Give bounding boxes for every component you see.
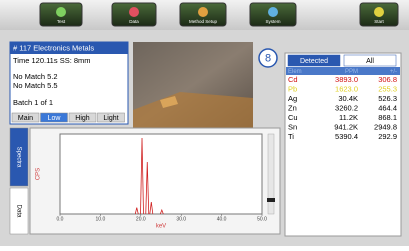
result-cell: 11.2K xyxy=(339,113,358,122)
button-icon xyxy=(56,7,66,17)
button-icon xyxy=(198,7,208,17)
info-tab-label: Light xyxy=(103,115,118,122)
info-line: No Match 5.2 xyxy=(13,72,58,81)
result-cell: 255.3 xyxy=(378,84,397,93)
button-label: System xyxy=(265,19,280,24)
x-tick-label: 30.0 xyxy=(176,216,186,222)
result-cell: 2949.8 xyxy=(374,122,397,131)
x-tick-label: 50.0 xyxy=(257,216,267,222)
y-axis-label: CPS xyxy=(36,168,42,180)
x-axis-label: keV xyxy=(156,224,166,230)
result-cell: Zn xyxy=(288,103,297,112)
button-label: Start xyxy=(374,19,384,24)
button-label: Data xyxy=(129,19,139,24)
badge-text: 8 xyxy=(265,52,271,64)
x-tick-label: 40.0 xyxy=(217,216,227,222)
scroll-thumb xyxy=(267,198,275,202)
result-cell: Pb xyxy=(288,84,297,93)
result-cell: Cu xyxy=(288,113,298,122)
x-tick-label: 20.0 xyxy=(136,216,146,222)
results-tab-label: All xyxy=(366,58,374,65)
result-cell: 941.2K xyxy=(334,122,358,131)
result-cell: 5390.4 xyxy=(335,132,358,141)
info-tab-label: High xyxy=(75,115,90,122)
results-tab-label: Detected xyxy=(300,58,328,65)
info-line: Time 120.11s SS: 8mm xyxy=(13,56,91,65)
result-cell: 1623.0 xyxy=(335,84,358,93)
info-title: # 117 Electronics Metals xyxy=(13,43,94,52)
side-tab-label: Data xyxy=(15,205,21,218)
info-line: No Match 5.5 xyxy=(13,81,58,90)
info-tab-label: Low xyxy=(48,115,62,122)
button-icon xyxy=(374,7,384,17)
button-label: Test xyxy=(57,19,66,24)
x-tick-label: 10.0 xyxy=(96,216,106,222)
results-header xyxy=(286,67,400,75)
result-cell: 464.4 xyxy=(378,103,397,112)
info-line: Batch 1 of 1 xyxy=(13,98,53,107)
button-label: Method Setup xyxy=(189,19,218,24)
result-cell: Sn xyxy=(288,122,297,131)
result-cell: Cd xyxy=(288,75,298,84)
screen: Test Data Method Setup System Start # 117 El… xyxy=(0,0,409,246)
result-cell: Ti xyxy=(288,132,294,141)
result-cell: 292.9 xyxy=(378,132,397,141)
x-tick-label: 0.0 xyxy=(57,216,64,222)
result-cell: 306.8 xyxy=(378,75,397,84)
result-cell: Ag xyxy=(288,94,297,103)
button-icon xyxy=(268,7,278,17)
plot-area xyxy=(60,134,262,214)
info-tab-label: Main xyxy=(18,115,33,122)
button-icon xyxy=(129,7,139,17)
result-cell: 3893.0 xyxy=(335,75,358,84)
result-cell: 3260.2 xyxy=(335,103,358,112)
result-cell: 868.1 xyxy=(378,113,397,122)
result-cell: 30.4K xyxy=(338,94,358,103)
side-tab-label: Spectra xyxy=(15,147,21,168)
result-cell: 526.3 xyxy=(378,94,397,103)
